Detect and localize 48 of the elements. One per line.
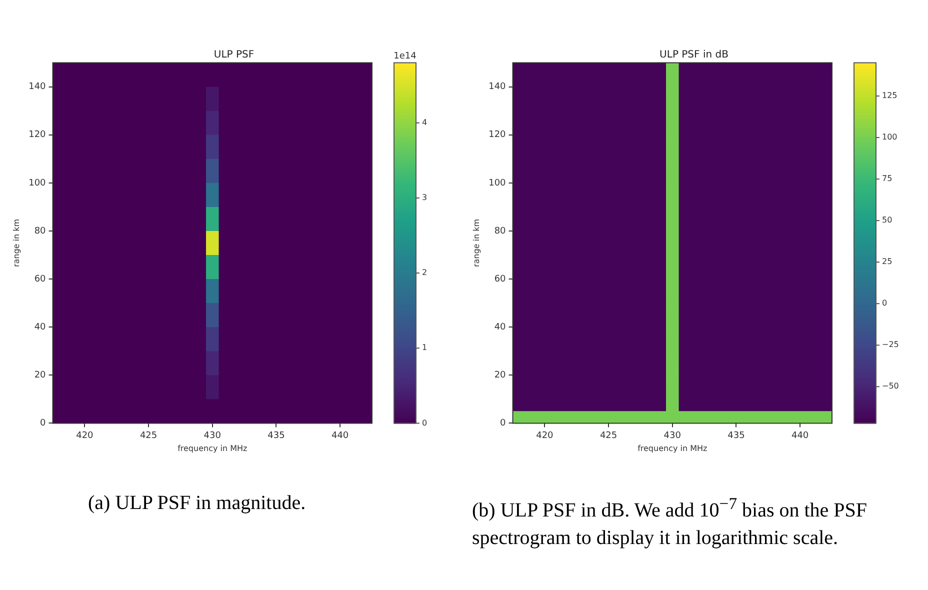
y-tick-label: 120 bbox=[28, 130, 46, 140]
color-bar-label: 125 bbox=[882, 91, 898, 100]
y-tick-label: 80 bbox=[494, 226, 506, 236]
color-bar-label: 25 bbox=[882, 257, 892, 266]
x-axis-title: frequency in MHz bbox=[178, 444, 248, 453]
x-tick-label: 430 bbox=[664, 430, 682, 441]
y-tick-label: 0 bbox=[500, 418, 506, 429]
x-axis-title: frequency in MHz bbox=[638, 444, 708, 453]
y-tick-label: 60 bbox=[34, 274, 46, 284]
color-bar-label: −50 bbox=[882, 382, 899, 391]
color-bar-label: 50 bbox=[882, 216, 892, 225]
y-tick-label: 20 bbox=[34, 370, 46, 380]
y-tick-label: 60 bbox=[494, 274, 506, 284]
y-axis-title: range in km bbox=[472, 218, 481, 268]
y-tick-label: 140 bbox=[488, 82, 506, 92]
color-bar-label: 75 bbox=[882, 174, 892, 184]
y-tick-label: 80 bbox=[34, 226, 46, 236]
y-tick-label: 120 bbox=[488, 130, 506, 140]
color-bar-label: −25 bbox=[882, 340, 899, 350]
color-bar-label: 4 bbox=[422, 118, 428, 127]
color-bar-label: 100 bbox=[882, 132, 898, 142]
color-bar-label: 2 bbox=[422, 268, 428, 278]
y-tick-label: 100 bbox=[488, 178, 506, 188]
color-bar-label: 0 bbox=[882, 298, 888, 308]
x-tick-label: 440 bbox=[791, 430, 809, 441]
y-tick-label: 20 bbox=[494, 370, 506, 380]
y-tick-label: 40 bbox=[494, 322, 506, 332]
x-tick-label: 420 bbox=[76, 430, 94, 441]
color-bar-label: 3 bbox=[422, 193, 428, 202]
chart-title: ULP PSF in dB bbox=[660, 49, 729, 60]
color-bar-label: 1 bbox=[422, 343, 428, 352]
x-tick-label: 425 bbox=[140, 430, 158, 441]
text: (a) ULP PSF in magnitude. bbox=[87, 491, 307, 516]
y-tick-label: 140 bbox=[28, 82, 46, 92]
text: (b) ULP PSF in dB. We add 10$^{−7}$ bias on the PSF spectrogram to display it in logarithmic scale. bbox=[471, 493, 868, 551]
y-axis-title: range in km bbox=[12, 218, 21, 268]
y-tick-label: 40 bbox=[34, 322, 46, 332]
x-tick-label: 425 bbox=[600, 430, 618, 441]
chart-title: ULP PSF bbox=[214, 49, 254, 60]
color-bar-label: 0 bbox=[422, 418, 428, 428]
color-bar-title: 1e14 bbox=[394, 52, 417, 62]
y-tick-label: 100 bbox=[28, 178, 46, 188]
x-tick-label: 435 bbox=[728, 430, 745, 441]
x-tick-label: 435 bbox=[268, 430, 285, 441]
y-tick-label: 0 bbox=[40, 418, 46, 429]
x-tick-label: 440 bbox=[331, 430, 349, 441]
x-tick-label: 430 bbox=[204, 430, 222, 441]
x-tick-label: 420 bbox=[536, 430, 554, 441]
